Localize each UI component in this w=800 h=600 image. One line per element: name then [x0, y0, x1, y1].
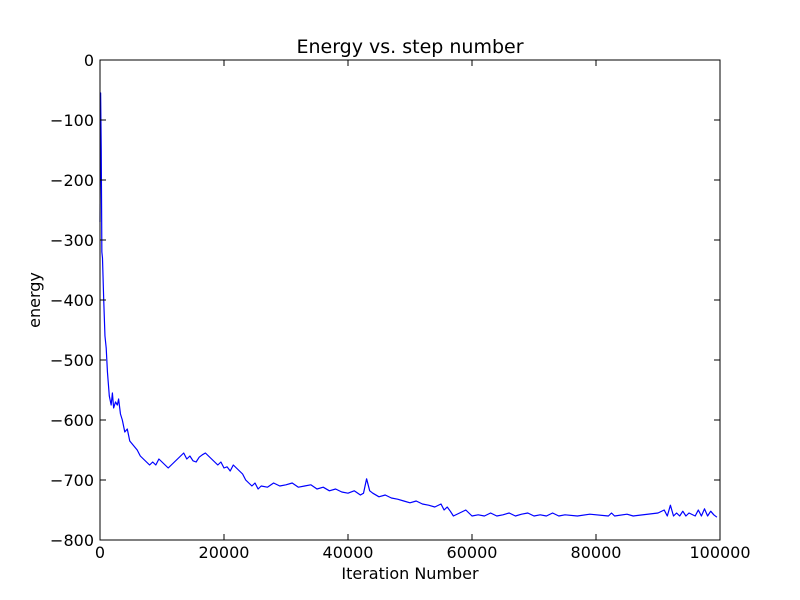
x-tick-label: 0: [95, 543, 105, 562]
y-tick-label: −300: [50, 231, 94, 250]
y-tick-label: −500: [50, 351, 94, 370]
y-tick-label: −100: [50, 111, 94, 130]
y-tick-label: 0: [84, 51, 94, 70]
x-tick-label: 100000: [689, 543, 750, 562]
y-tick-label: −600: [50, 411, 94, 430]
y-tick-label: −700: [50, 471, 94, 490]
y-tick-label: −800: [50, 531, 94, 550]
tick-label-layer: 0 20000 40000 60000 80000 100000 0 −100 −200 −300…: [50, 51, 750, 562]
series-line-layer: [99, 92, 718, 518]
y-tick-label: −400: [50, 291, 94, 310]
x-tick-label: 20000: [199, 543, 250, 562]
x-tick-label: 40000: [323, 543, 374, 562]
plot-frame: [99, 59, 721, 541]
y-axis-title: energy: [25, 272, 44, 328]
x-axis-title: Iteration Number: [341, 564, 479, 583]
plot-area-background: [100, 60, 720, 540]
chart-title: Energy vs. step number: [296, 36, 523, 58]
x-tick-label: 60000: [447, 543, 498, 562]
x-tick-label: 80000: [571, 543, 622, 562]
y-tick-label: −200: [50, 171, 94, 190]
energy-series-line: [99, 92, 718, 518]
